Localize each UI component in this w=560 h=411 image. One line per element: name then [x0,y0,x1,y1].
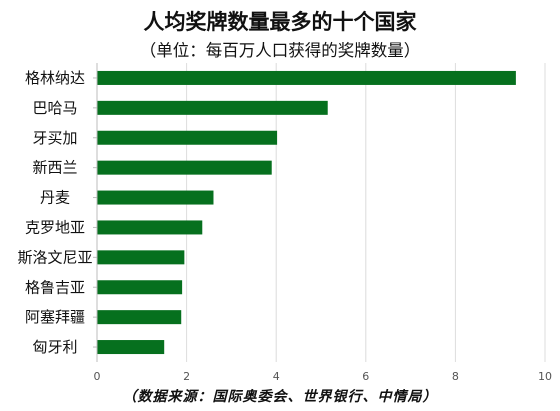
category-label: 格林纳达 [25,69,85,87]
x-tick-label: 8 [452,370,459,383]
category-label: 匈牙利 [32,338,77,356]
chart-subtitle: （单位：每百万人口获得的奖牌数量） [139,41,421,60]
category-label: 克罗地亚 [25,218,85,236]
category-label: 新西兰 [32,159,77,177]
category-label: 巴哈马 [32,99,77,117]
chart-title: 人均奖牌数量最多的十个国家 [143,10,417,34]
bar [97,130,278,145]
bar [97,340,165,355]
bar [97,100,328,115]
category-label: 格鲁吉亚 [25,278,85,296]
bar [97,280,183,295]
x-tick-label: 6 [362,370,369,383]
category-label: 丹麦 [40,189,70,207]
bar [97,160,272,175]
bar [97,310,182,325]
bar [97,70,516,85]
x-tick-label: 0 [94,370,101,383]
category-label: 斯洛文尼亚 [17,248,92,266]
category-label: 阿塞拜疆 [25,308,85,326]
x-tick-label: 10 [538,370,552,383]
bar [97,250,185,265]
x-tick-label: 2 [183,370,190,383]
chart-source: （数据来源：国际奥委会、世界银行、中情局） [122,389,438,405]
category-label: 牙买加 [32,129,77,147]
bar [97,220,203,235]
x-tick-label: 4 [273,370,280,383]
bar [97,190,214,205]
